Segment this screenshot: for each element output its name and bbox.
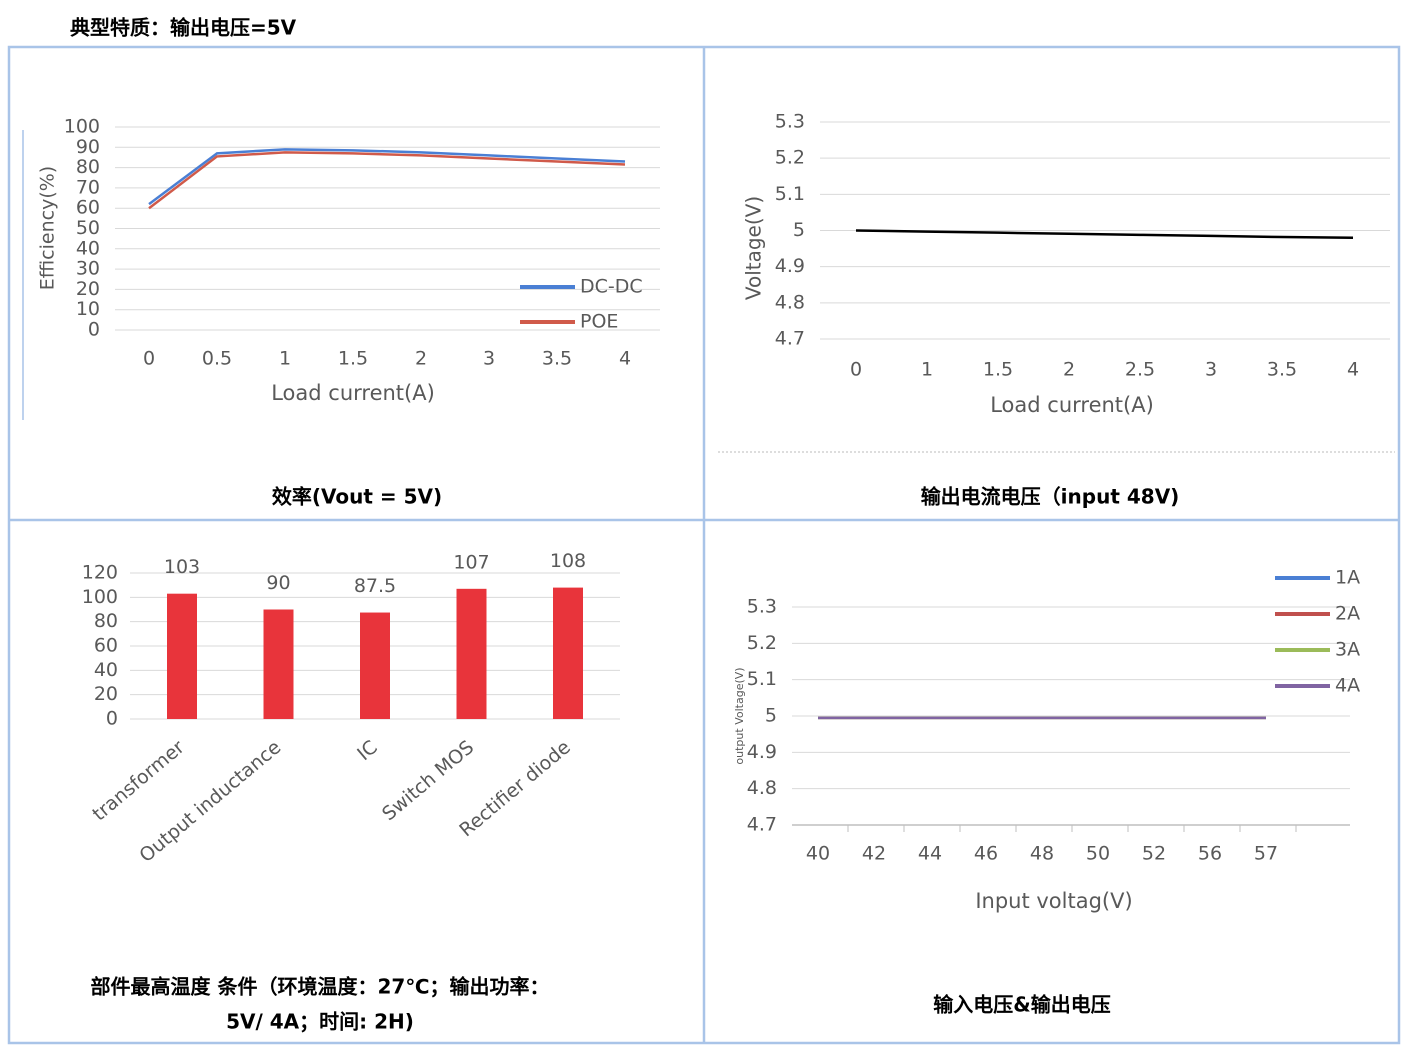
y-tick-label: 0 <box>88 319 100 341</box>
x-tick-label: 2 <box>1063 359 1075 381</box>
x-axis-label: Load current(A) <box>271 381 435 405</box>
y-tick-label: 40 <box>94 659 118 681</box>
y-tick-label: 100 <box>64 116 100 138</box>
x-tick-label: 2.5 <box>1125 359 1155 381</box>
y-tick-label: 100 <box>82 586 118 608</box>
y-tick-label: 70 <box>76 176 100 198</box>
y-tick-label: 20 <box>76 278 100 300</box>
x-tick-label: 3 <box>483 348 495 370</box>
caption: 输入电压&输出电压 <box>933 993 1110 1017</box>
x-tick-label: 50 <box>1086 843 1110 865</box>
x-tick-label: 3 <box>1205 359 1217 381</box>
x-tick-label: 40 <box>806 843 830 865</box>
legend-label: 2A <box>1335 603 1360 625</box>
y-tick-label: 30 <box>76 258 100 280</box>
x-tick-label: 4 <box>619 348 631 370</box>
value-label: 90 <box>266 572 290 594</box>
caption: 效率(Vout = 5V) <box>272 485 442 509</box>
legend-label: 3A <box>1335 639 1360 661</box>
y-tick-label: 5.3 <box>775 111 805 133</box>
x-tick-label: Switch MOS <box>378 736 478 825</box>
y-tick-label: 20 <box>94 683 118 705</box>
y-tick-label: 90 <box>76 136 100 158</box>
caption: 5V/ 4A；时间: 2H) <box>226 1010 414 1034</box>
y-tick-label: 60 <box>76 197 100 219</box>
bar <box>263 609 294 719</box>
y-tick-label: 4.9 <box>747 741 777 763</box>
y-tick-label: 5.3 <box>747 596 777 618</box>
x-tick-label: 2 <box>415 348 427 370</box>
x-tick-label: 3.5 <box>1267 359 1297 381</box>
x-tick-label: transformer <box>88 736 189 825</box>
y-axis-label: output Voltage(V) <box>733 667 746 764</box>
line-series <box>855 229 1354 239</box>
bar <box>456 588 487 719</box>
y-tick-label: 5.1 <box>775 183 805 205</box>
x-axis-label: Input voltag(V) <box>975 889 1132 913</box>
value-label: 107 <box>453 551 489 573</box>
y-tick-label: 5 <box>793 219 805 241</box>
x-tick-label: 0.5 <box>202 348 232 370</box>
x-tick-label: 0 <box>850 359 862 381</box>
legend-label: POE <box>580 311 618 333</box>
x-tick-label: 3.5 <box>542 348 572 370</box>
caption: 部件最高温度 条件（环境温度：27℃；输出功率： <box>90 975 549 999</box>
x-tick-label: 46 <box>974 843 998 865</box>
value-label: 108 <box>550 550 586 572</box>
x-tick-label: 42 <box>862 843 886 865</box>
y-tick-label: 4.7 <box>747 814 777 836</box>
line-series <box>148 148 626 206</box>
x-tick-label: 0 <box>143 348 155 370</box>
y-tick-label: 4.9 <box>775 255 805 277</box>
y-tick-label: 5.2 <box>775 147 805 169</box>
value-label: 87.5 <box>354 575 396 597</box>
y-tick-label: 4.8 <box>775 291 805 313</box>
y-tick-label: 120 <box>82 562 118 584</box>
x-tick-label: 48 <box>1030 843 1054 865</box>
y-tick-label: 5.1 <box>747 668 777 690</box>
x-tick-label: 4 <box>1347 359 1359 381</box>
x-tick-label: 1 <box>279 348 291 370</box>
y-tick-label: 5.2 <box>747 632 777 654</box>
x-tick-label: 57 <box>1254 843 1278 865</box>
x-tick-label: 1.5 <box>983 359 1013 381</box>
y-tick-label: 4.8 <box>747 777 777 799</box>
x-tick-label: 1 <box>921 359 933 381</box>
line-series <box>148 151 626 210</box>
y-tick-label: 0 <box>106 708 118 730</box>
legend-label: 4A <box>1335 675 1360 697</box>
page-title: 典型特质：输出电压=5V <box>70 16 297 40</box>
x-tick-label: 52 <box>1142 843 1166 865</box>
bar <box>360 612 390 719</box>
y-tick-label: 40 <box>76 237 100 259</box>
value-label: 103 <box>164 556 200 578</box>
y-tick-label: 80 <box>94 610 118 632</box>
x-tick-label: 1.5 <box>338 348 368 370</box>
x-tick-label: 56 <box>1198 843 1222 865</box>
bar <box>167 593 197 719</box>
x-axis-label: Load current(A) <box>990 393 1154 417</box>
y-axis-label: Voltage(V) <box>742 196 766 300</box>
y-tick-label: 4.7 <box>775 328 805 350</box>
y-tick-label: 10 <box>76 298 100 320</box>
caption: 输出电流电压（input 48V) <box>921 485 1180 509</box>
y-tick-label: 60 <box>94 635 118 657</box>
legend-label: DC-DC <box>580 276 643 298</box>
legend-label: 1A <box>1335 567 1360 589</box>
x-tick-label: IC <box>353 736 382 765</box>
x-tick-label: 44 <box>918 843 942 865</box>
y-tick-label: 5 <box>765 705 777 727</box>
y-tick-label: 80 <box>76 156 100 178</box>
y-tick-label: 50 <box>76 217 100 239</box>
y-axis-label: Efficiency(%) <box>37 166 59 290</box>
bar <box>553 587 583 719</box>
